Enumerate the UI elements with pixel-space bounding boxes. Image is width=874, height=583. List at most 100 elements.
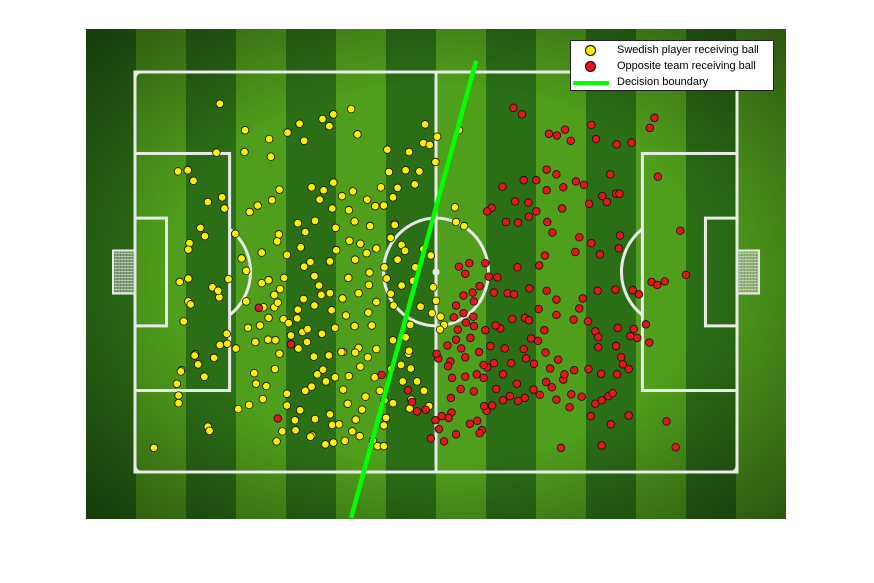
swedish-point bbox=[338, 294, 347, 303]
opposite-point bbox=[681, 270, 691, 280]
legend-label: Swedish player receiving ball bbox=[617, 44, 759, 56]
swedish-point bbox=[371, 201, 380, 211]
swedish-point bbox=[240, 147, 249, 157]
legend: Swedish player receiving ball Opposite t… bbox=[570, 40, 774, 91]
opposite-point bbox=[548, 228, 557, 237]
opposite-point bbox=[407, 397, 417, 407]
opposite-point bbox=[584, 364, 593, 374]
swedish-point bbox=[310, 414, 320, 424]
opposite-point bbox=[479, 373, 488, 383]
swedish-point bbox=[324, 351, 333, 360]
opposite-point bbox=[457, 344, 466, 353]
swedish-point bbox=[215, 340, 225, 350]
opposite-point bbox=[459, 308, 468, 318]
opposite-point bbox=[569, 315, 578, 324]
opposite-point bbox=[535, 261, 544, 270]
opposite-point bbox=[461, 353, 470, 362]
swedish-point bbox=[318, 114, 327, 124]
swedish-point bbox=[337, 347, 346, 357]
opposite-point bbox=[431, 416, 440, 425]
swedish-point bbox=[388, 398, 398, 408]
swedish-point bbox=[327, 306, 336, 315]
swedish-point bbox=[310, 216, 320, 226]
opposite-point bbox=[535, 390, 544, 400]
opposite-point bbox=[453, 325, 462, 334]
swedish-point bbox=[200, 231, 210, 241]
opposite-point bbox=[454, 262, 464, 271]
swedish-point bbox=[459, 221, 469, 231]
opposite-point bbox=[447, 373, 457, 383]
boundary-line bbox=[348, 60, 479, 519]
swedish-point bbox=[293, 218, 303, 228]
opposite-point bbox=[446, 393, 456, 403]
opposite-point bbox=[451, 430, 461, 439]
swedish-point bbox=[351, 415, 360, 424]
swedish-point bbox=[344, 371, 354, 381]
opposite-point bbox=[595, 250, 605, 259]
swedish-point bbox=[186, 300, 195, 309]
swedish-point bbox=[275, 284, 285, 294]
data-points bbox=[149, 99, 691, 453]
swedish-point bbox=[223, 339, 232, 348]
swedish-point bbox=[362, 248, 371, 258]
swedish-point bbox=[343, 399, 352, 408]
swedish-point bbox=[309, 352, 319, 361]
swedish-point bbox=[284, 318, 293, 328]
swedish-point bbox=[240, 126, 250, 135]
swedish-point bbox=[344, 206, 354, 215]
swedish-point bbox=[376, 183, 386, 192]
swedish-point bbox=[364, 280, 374, 290]
swedish-point bbox=[237, 254, 246, 263]
swedish-point bbox=[172, 379, 182, 388]
opposite-point bbox=[439, 437, 449, 446]
opposite-point bbox=[469, 321, 479, 331]
opposite-point bbox=[596, 369, 606, 378]
legend-label: Opposite team receiving ball bbox=[617, 60, 756, 72]
swedish-point bbox=[271, 336, 280, 345]
opposite-point bbox=[475, 428, 484, 438]
opposite-point bbox=[519, 176, 528, 185]
opposite-point bbox=[489, 358, 499, 368]
swedish-point bbox=[243, 323, 253, 333]
opposite-point bbox=[456, 384, 465, 394]
opposite-point bbox=[608, 388, 617, 398]
opposite-point bbox=[614, 244, 624, 253]
opposite-point bbox=[469, 312, 478, 321]
swedish-point bbox=[251, 379, 261, 388]
opposite-point bbox=[534, 304, 543, 314]
opposite-point bbox=[434, 424, 444, 434]
swedish-point bbox=[404, 346, 414, 356]
opposite-point bbox=[513, 396, 523, 406]
swedish-point bbox=[435, 325, 445, 334]
swedish-point bbox=[318, 365, 328, 374]
swedish-point bbox=[388, 193, 398, 202]
swedish-point bbox=[393, 183, 402, 193]
swedish-point bbox=[317, 290, 326, 300]
opposite-point bbox=[465, 419, 475, 428]
corner-arc bbox=[133, 465, 141, 474]
opposite-point bbox=[512, 379, 522, 388]
swedish-point bbox=[306, 257, 315, 267]
swedish-point bbox=[416, 302, 425, 311]
swedish-point bbox=[325, 410, 335, 419]
opposite-point bbox=[565, 403, 574, 412]
swedish-point bbox=[282, 389, 292, 398]
swedish-point bbox=[209, 353, 219, 363]
swedish-point bbox=[189, 176, 198, 186]
swedish-point bbox=[329, 178, 338, 187]
swedish-point bbox=[299, 262, 309, 271]
swedish-point bbox=[404, 147, 414, 157]
swedish-point bbox=[363, 353, 372, 362]
swedish-point bbox=[250, 368, 259, 378]
swedish-point bbox=[213, 286, 223, 296]
opposite-point bbox=[552, 295, 561, 304]
opposite-point bbox=[543, 217, 552, 227]
opposite-point bbox=[501, 217, 511, 227]
opposite-point bbox=[612, 370, 622, 379]
swedish-point bbox=[196, 223, 205, 233]
swedish-point bbox=[301, 386, 310, 396]
swedish-point bbox=[313, 370, 322, 379]
opposite-point bbox=[583, 317, 593, 326]
legend-item-opposite: Opposite team receiving ball bbox=[571, 59, 773, 74]
